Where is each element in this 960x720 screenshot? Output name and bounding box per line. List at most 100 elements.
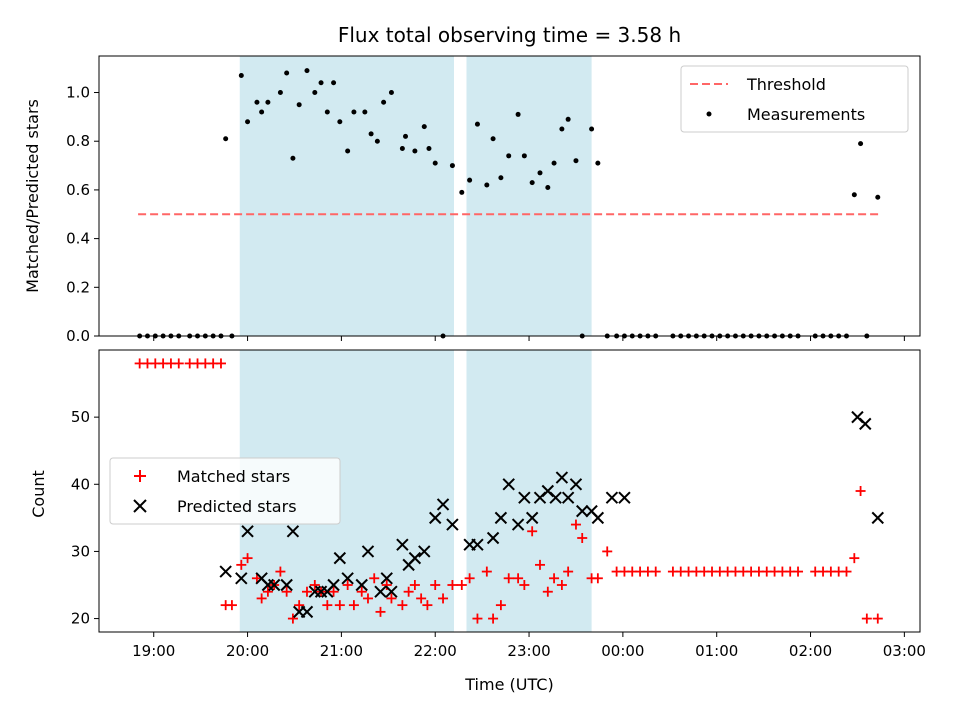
legend-measurements-swatch [706, 111, 712, 117]
predicted-star-point [494, 511, 508, 525]
legend-measurements-label: Measurements [747, 105, 865, 124]
measurement-point [589, 126, 595, 132]
matched-star-point [438, 593, 449, 604]
measurement-point [474, 121, 480, 127]
predicted-star-point [333, 551, 347, 565]
measurement-point [351, 109, 357, 115]
matched-star-point [375, 606, 386, 617]
measurement-point [551, 160, 557, 166]
measurement-point [521, 153, 527, 159]
measurement-point [223, 136, 229, 142]
matched-star-point [242, 553, 253, 564]
matched-star-point [534, 559, 545, 570]
top-axes-frame [98, 55, 921, 337]
measurement-point [449, 163, 455, 169]
matched-star-point [495, 600, 506, 611]
measurement-point [545, 184, 551, 190]
predicted-star-point [486, 531, 500, 545]
matched-star-point [481, 566, 492, 577]
predicted-star-point [341, 572, 354, 585]
bottom-legend-box [109, 457, 341, 525]
matched-star-point [650, 566, 661, 577]
top-y-ticks: 0.0 0.2 0.4 0.6 0.8 1.0 [66, 84, 99, 345]
matched-star-point [322, 600, 333, 611]
matched-star-point [294, 600, 305, 611]
matched-star-point [287, 613, 298, 624]
measurement-point [403, 133, 409, 139]
measurement-point [238, 72, 244, 78]
legend-threshold-label: Threshold [746, 75, 826, 94]
bot-x-tick-label: 22:00 [414, 642, 457, 660]
measurement-point [318, 80, 324, 86]
predicted-star-point [555, 471, 569, 484]
matched-star-point [519, 580, 530, 590]
matched-star-point [549, 573, 560, 584]
predicted-star-point [591, 511, 605, 525]
measurement-point [537, 170, 543, 176]
matched-star-point [542, 586, 553, 597]
bot-x-tick-label: 01:00 [695, 642, 738, 660]
legend-matched-swatch [134, 470, 146, 482]
measurement-point [324, 109, 330, 115]
matched-star-point [416, 593, 427, 604]
measurement-point [459, 189, 465, 195]
legend-matched-label: Matched stars [177, 467, 290, 486]
matched-star-point [328, 586, 339, 597]
matched-star-point [256, 593, 267, 604]
bottom-plot-marks [134, 358, 884, 624]
matched-star-point [872, 613, 883, 624]
measurement-point [265, 99, 271, 105]
matched-star-point [464, 573, 475, 584]
bot-x-tick-label: 19:00 [132, 642, 175, 660]
predicted-star-point [511, 518, 525, 531]
top-legend: Threshold Measurements [680, 65, 909, 133]
top-y-axis-label: Matched/Predicted stars [23, 99, 42, 293]
predicted-star-point [300, 605, 314, 619]
matched-star-point [409, 580, 420, 590]
matched-star-point [861, 613, 872, 624]
matched-star-point [556, 580, 567, 590]
measurement-point [412, 148, 418, 154]
matched-star-point [342, 580, 353, 590]
bot-x-tick-label: 21:00 [320, 642, 363, 660]
matched-star-point [793, 566, 804, 577]
top-y-tick-label: 0.2 [66, 278, 90, 296]
predicted-star-point [286, 525, 300, 538]
measurement-point [331, 80, 337, 86]
predicted-star-point [380, 572, 393, 585]
measurement-point [345, 148, 351, 154]
matched-star-point [456, 580, 467, 590]
top-shaded-intervals [239, 56, 592, 336]
matched-star-point [592, 573, 603, 584]
legend-predicted-swatch [133, 499, 147, 513]
predicted-star-point [471, 538, 484, 551]
measurement-point [426, 146, 432, 152]
predicted-star-point [355, 578, 368, 592]
matched-star-point [602, 546, 613, 557]
bottom-panel: 20 30 40 50 19:00 20:00 21:00 22:00 23:00 00:00 0… [29, 349, 926, 694]
matched-star-point [309, 580, 320, 590]
matched-star-point [281, 586, 292, 597]
measurement-point [851, 192, 857, 198]
predicted-star-point [235, 572, 248, 585]
top-y-tick-label: 0.0 [66, 327, 90, 345]
bottom-x-ticks: 19:00 20:00 21:00 22:00 23:00 00:00 01:00 02:00… [132, 632, 926, 660]
predicted-star-point [618, 491, 631, 504]
matched-star-point [855, 486, 866, 496]
bot-y-tick-label: 40 [71, 475, 90, 493]
bottom-y-axis-label: Count [29, 470, 48, 518]
measurement-point [362, 109, 368, 115]
top-legend-box [680, 65, 909, 133]
predicted-star-point [549, 491, 562, 504]
bot-y-tick-label: 30 [71, 542, 90, 560]
matched-star-point [577, 533, 588, 543]
matched-star-point [226, 600, 237, 611]
predicted-star-point [396, 538, 409, 551]
matched-star-point [841, 566, 852, 577]
top-shaded-interval-1 [466, 56, 592, 336]
matched-star-point [422, 600, 433, 611]
measurement-point [573, 158, 579, 164]
measurement-point [484, 182, 490, 188]
predicted-star-point [280, 578, 293, 592]
measurement-point [565, 116, 571, 122]
